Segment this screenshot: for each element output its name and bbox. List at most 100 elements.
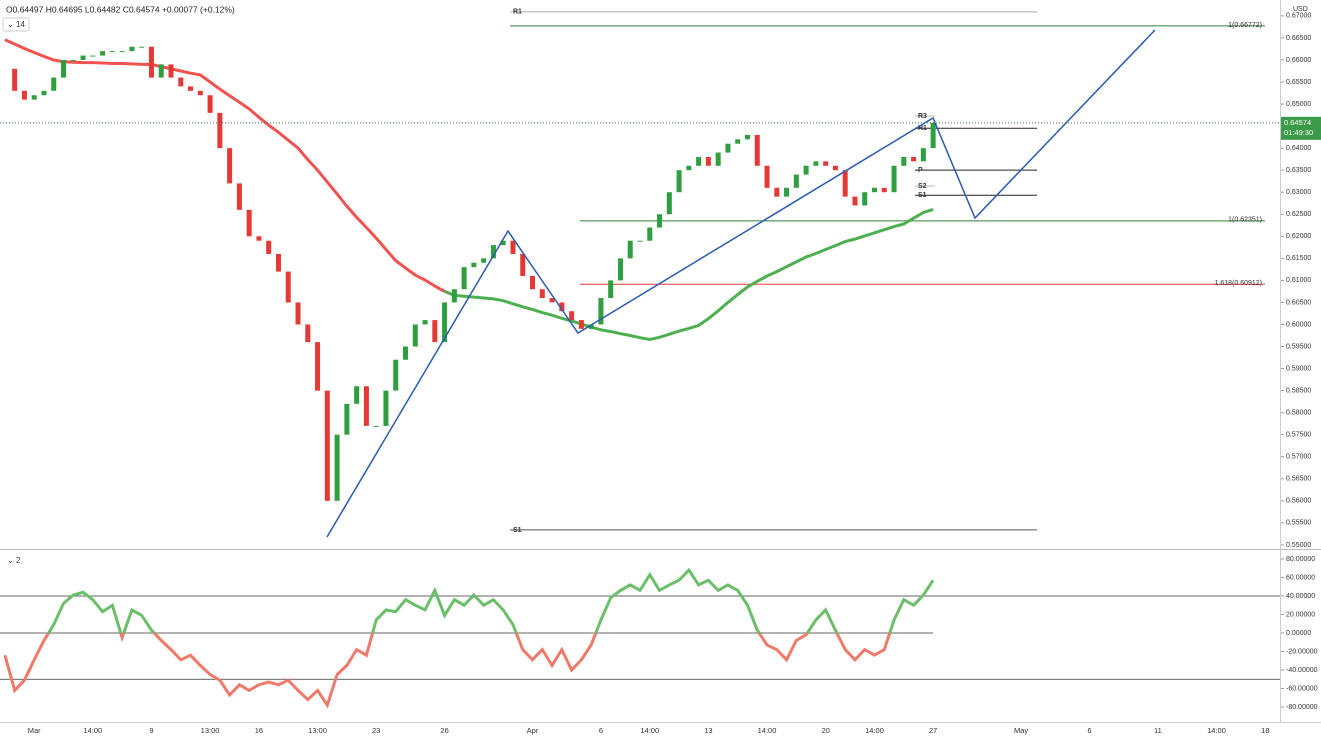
candle-body (21, 90, 27, 100)
candle-body (178, 77, 184, 87)
candle-body (256, 236, 262, 241)
y-tick-label: 0.61500 (1286, 255, 1311, 262)
y-tick-label: 0.64000 (1286, 145, 1311, 152)
currency-label: USD (1293, 6, 1308, 13)
x-tick-label: 16 (255, 726, 263, 735)
candle-body (490, 245, 496, 259)
candle-body (539, 289, 545, 299)
candle-body (344, 403, 350, 435)
pane-legend: 14 (16, 20, 25, 29)
candle-body (119, 51, 125, 53)
x-tick-label: 13:00 (201, 726, 220, 735)
x-tick-label: 23 (372, 726, 380, 735)
candle-body (930, 123, 936, 149)
pane-legend: 2 (16, 556, 21, 565)
level-label: R1 (918, 125, 927, 132)
y-tick-label: 0.63000 (1286, 189, 1311, 196)
level-label: 1(0.62351) (1228, 217, 1262, 224)
candle-body (510, 240, 516, 254)
candle-body (530, 275, 536, 290)
candle-body (393, 359, 399, 391)
candle-body (559, 302, 565, 312)
candle-body (852, 196, 858, 206)
y-tick-label: 0.63500 (1286, 167, 1311, 174)
candle-body (598, 298, 604, 325)
y-tick-label: 0.55000 (1286, 542, 1311, 549)
candle-body (862, 192, 868, 206)
y-tick-label: 0.65000 (1286, 101, 1311, 108)
y-tick-label: 0.59500 (1286, 343, 1311, 350)
y-tick-label: 0.61000 (1286, 277, 1311, 284)
candle-body (148, 46, 154, 78)
candle-body (735, 139, 741, 144)
y-tick-label: 0.66000 (1286, 57, 1311, 64)
level-label: 1(0.66772) (1228, 22, 1262, 29)
y-tick-label: 0.56500 (1286, 476, 1311, 483)
candle-body (246, 209, 252, 237)
candle-body (227, 148, 233, 184)
pane-legend-box[interactable] (2, 17, 30, 32)
candle-body (363, 386, 369, 426)
y-tick-label: 0.60500 (1286, 299, 1311, 306)
candle-body (657, 214, 663, 228)
candle-body (354, 386, 360, 404)
candle-body (627, 240, 633, 259)
x-tick-label: 11 (1154, 726, 1162, 735)
last-price-badge (1281, 116, 1321, 140)
y-tick-label: 40.00000 (1286, 593, 1315, 600)
candle-body (295, 302, 301, 325)
candle-body (901, 156, 907, 166)
candle-body (725, 143, 731, 153)
candle-body (637, 240, 643, 242)
candle-body (617, 258, 623, 281)
candle-body (686, 165, 692, 171)
last-price: 0.64574 (1284, 118, 1311, 127)
candle-body (373, 425, 379, 427)
y-tick-label: -80.00000 (1286, 704, 1318, 711)
candle-body (715, 152, 721, 166)
countdown: 01:49:30 (1284, 128, 1313, 137)
candle-body (188, 86, 194, 91)
y-tick-label: -60.00000 (1286, 685, 1318, 692)
candle-body (70, 59, 76, 61)
candle-body (266, 240, 272, 254)
y-tick-label: -40.00000 (1286, 667, 1318, 674)
y-tick-label: 0.57500 (1286, 432, 1311, 439)
candle-body (832, 165, 838, 171)
y-tick-label: 0.57000 (1286, 454, 1311, 461)
candle-body (217, 112, 223, 149)
candle-body (549, 298, 555, 303)
y-tick-label: 0.67000 (1286, 13, 1311, 20)
candle-body (676, 170, 682, 193)
ohlc-header: O0.64497 H0.64695 L0.64482 C0.64574 +0.0… (6, 4, 235, 14)
candle-body (51, 77, 57, 91)
candle-body (500, 240, 506, 246)
candle-body (578, 320, 584, 329)
candle-body (647, 227, 653, 241)
candle-body (31, 95, 37, 100)
candle-body (471, 262, 477, 268)
candle-body (275, 253, 281, 272)
candle-body (100, 51, 106, 56)
moving-average (4, 38, 446, 293)
y-tick-label: 0.59000 (1286, 365, 1311, 372)
x-tick-label: 14:00 (83, 726, 102, 735)
candle-body (334, 434, 340, 501)
x-tick-label: 27 (929, 726, 937, 735)
y-tick-label: 0.62000 (1286, 233, 1311, 240)
candle-body (696, 156, 702, 166)
candle-body (383, 390, 389, 426)
candle-body (784, 187, 790, 197)
candle-body (451, 289, 457, 303)
level-label: R1 (513, 9, 522, 16)
x-tick-label: 18 (1261, 726, 1269, 735)
candle-body (129, 46, 135, 52)
candle-body (569, 311, 575, 321)
candle-body (813, 161, 819, 166)
candle-body (803, 165, 809, 175)
candle-body (588, 324, 594, 329)
level-label: S1 (918, 192, 927, 199)
x-tick-label: 6 (599, 726, 603, 735)
moving-average (444, 207, 934, 342)
candle-body (207, 95, 213, 113)
